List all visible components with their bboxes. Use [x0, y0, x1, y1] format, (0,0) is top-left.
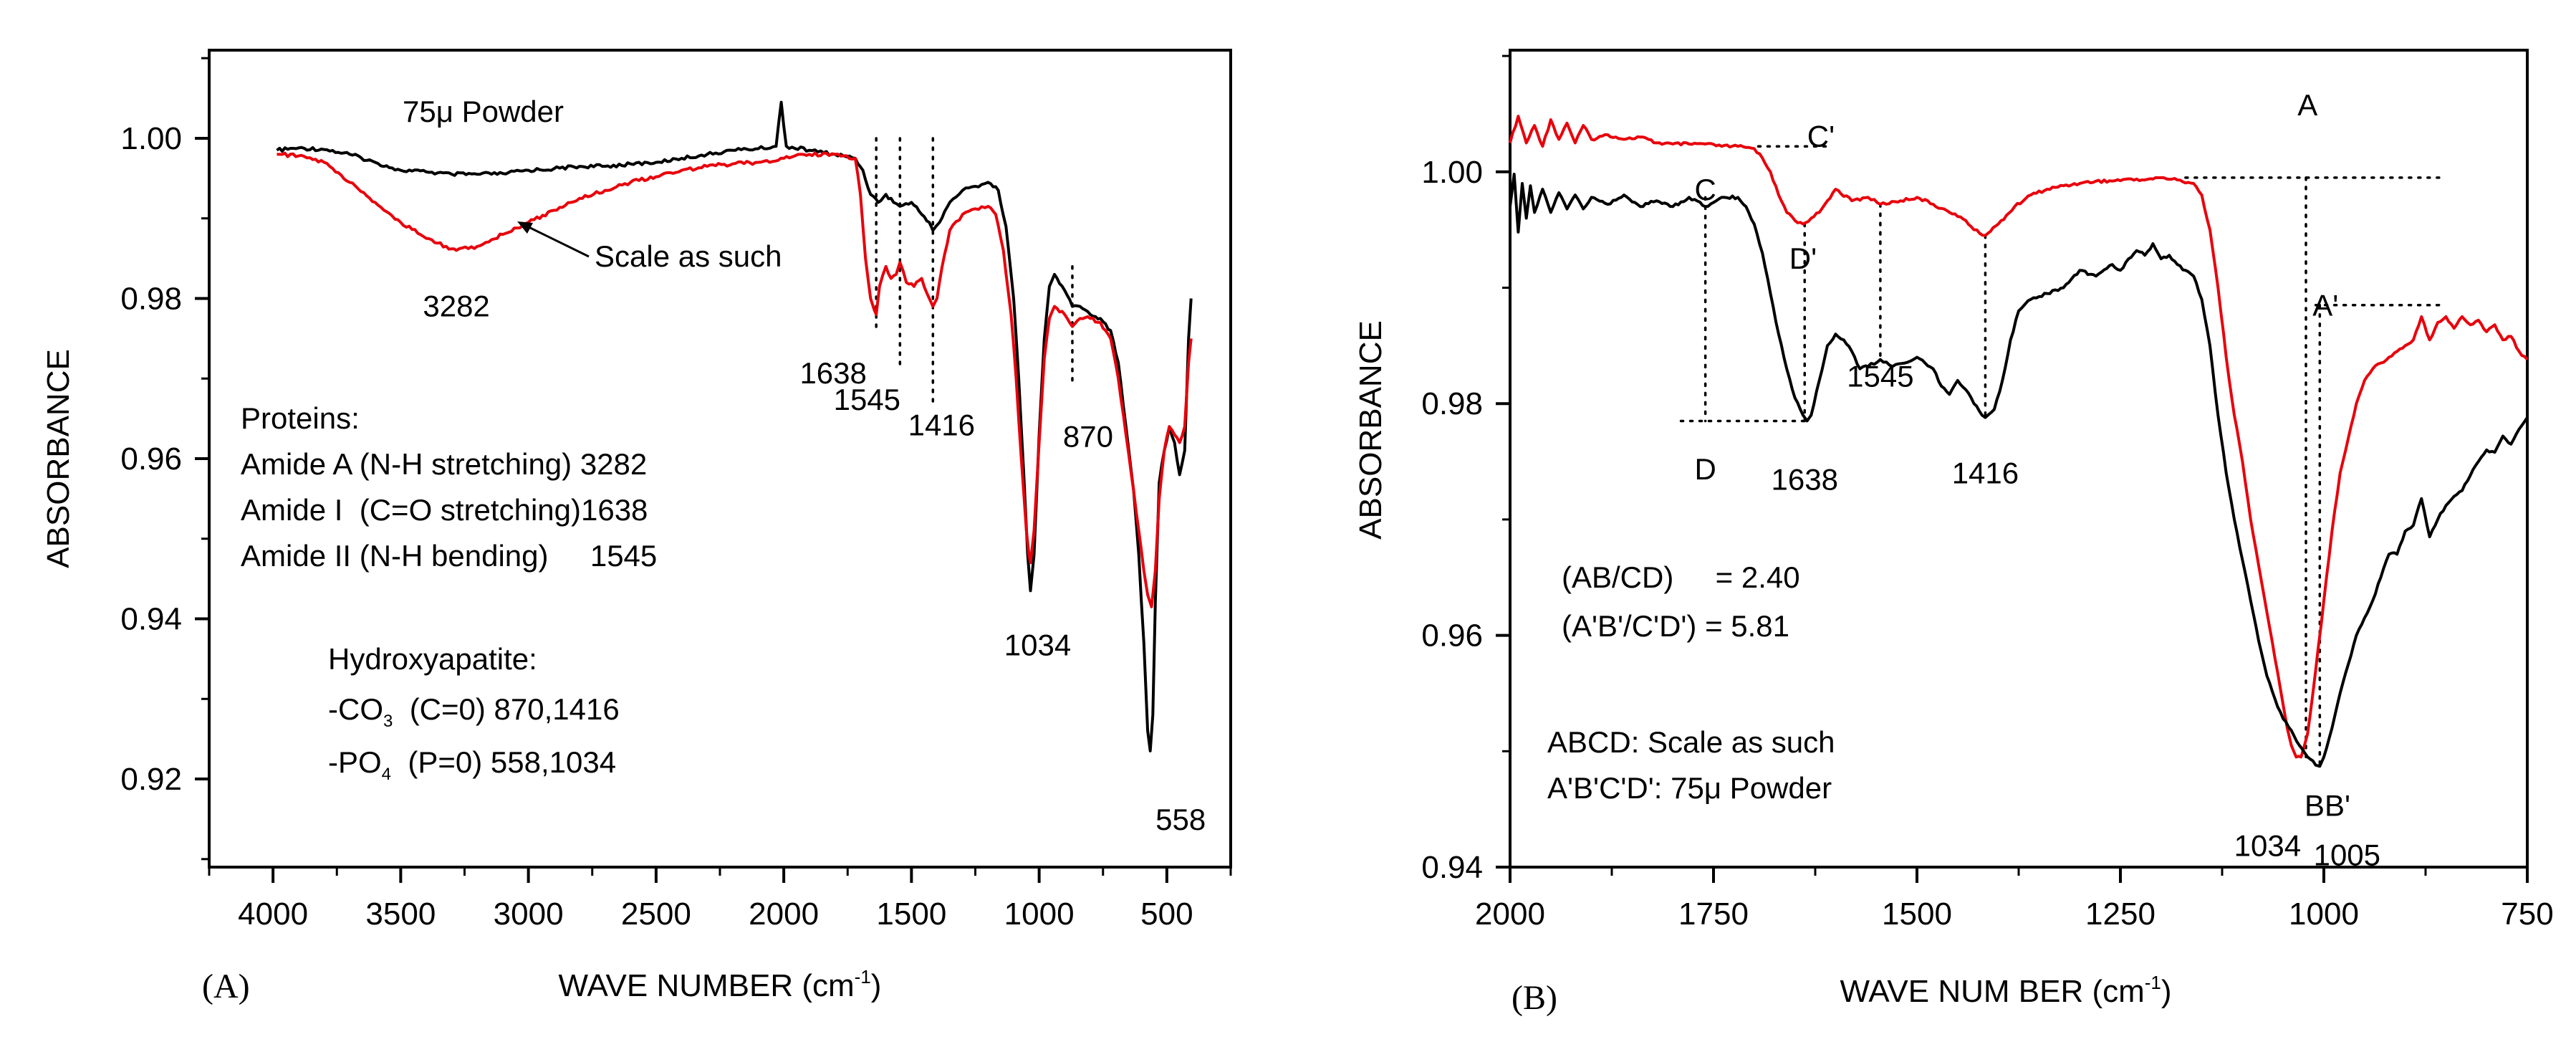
x-tick-label: 1500: [1882, 896, 1952, 932]
x-tick-label: 1500: [876, 896, 946, 932]
panel-a: 4000 3500 3000 2500 2000 1500 1000 500 0.92 0.94…: [41, 49, 1232, 1005]
point-labels-b: A C' C D' A' D BB': [1694, 88, 2350, 823]
y-tick-label: 0.96: [1421, 618, 1483, 654]
y-tick-label: 1.00: [120, 121, 182, 156]
proteins-title: Proteins:: [241, 401, 360, 435]
peak-label: 3282: [423, 289, 489, 322]
po4-label: -PO4 (P=0) 558,1034: [328, 745, 616, 784]
y-tick-label: 0.92: [120, 762, 182, 797]
scale-series-label: Scale as such: [595, 239, 782, 273]
x-ticks-b: 2000 1750 1500 1250 1000 750: [1475, 867, 2554, 932]
spectrum-line: [1509, 173, 2529, 768]
amide-i-label: Amide I (C=O stretching)1638: [241, 493, 648, 527]
x-tick-label: 2000: [749, 896, 819, 932]
co3-subscript: 3: [383, 712, 393, 731]
scale-label-arrowhead: [517, 221, 533, 234]
point-label: C': [1807, 120, 1835, 153]
guides-b: [1679, 145, 2448, 768]
y-tick-label: 0.94: [120, 602, 182, 637]
co3-prefix: -CO: [328, 692, 383, 726]
x-tick-label: 1000: [2289, 896, 2359, 932]
peak-label: 558: [1155, 803, 1206, 836]
spectra-a: [276, 100, 1193, 752]
y-tick-label: 1.00: [1421, 155, 1483, 190]
x-tick-label: 1750: [1678, 896, 1749, 932]
point-label: D: [1694, 452, 1716, 486]
legend-scale-label: ABCD: Scale as such: [1547, 725, 1835, 759]
peak-label: 1416: [908, 408, 975, 442]
spectrum-line: [276, 100, 1193, 752]
x-axis-label-a-text: WAVE NUMBER (cm: [559, 968, 855, 1003]
x-axis-label-b-text: WAVE NUM BER (cm: [1840, 974, 2144, 1009]
panel-b: 2000 1750 1500 1250 1000 750 0.94 0.96 0.98 1.00…: [1353, 49, 2554, 1017]
hydroxyapatite-title: Hydroxyapatite:: [328, 642, 537, 676]
spectra-b: [1509, 115, 2529, 768]
po4-prefix: -PO: [328, 745, 382, 779]
x-ticks-a: 4000 3500 3000 2500 2000 1500 1000 500: [208, 867, 1232, 932]
panel-label-a: (A): [202, 967, 250, 1005]
peak-label: 1416: [1952, 456, 2019, 490]
amide-a-label: Amide A (N-H stretching) 3282: [241, 447, 647, 481]
x-tick-label: 3500: [365, 896, 436, 932]
peak-label: 1638: [1772, 462, 1838, 496]
x-axis-label-a-sup: -1: [855, 966, 871, 988]
x-tick-label: 2000: [1475, 896, 1545, 932]
x-tick-label: 750: [2501, 896, 2553, 932]
scale-label-arrow: [521, 222, 590, 258]
x-tick-label: 3000: [494, 896, 564, 932]
x-tick-label: 1250: [2085, 896, 2156, 932]
point-label: BB': [2305, 788, 2350, 822]
spectrum-line: [1509, 115, 2529, 759]
peak-guides-a: [875, 137, 1074, 404]
x-axis-label-a: WAVE NUMBER (cm-1): [559, 966, 882, 1003]
peak-label: 1545: [834, 383, 900, 416]
ratio-apb-label: (A'B'/C'D') = 5.81: [1562, 609, 1789, 643]
peak-label: 1638: [799, 356, 866, 390]
point-label: C: [1694, 173, 1716, 206]
x-tick-label: 500: [1140, 896, 1193, 932]
point-label: A': [2312, 289, 2338, 322]
peak-label: 870: [1063, 420, 1113, 454]
point-label: D': [1789, 242, 1817, 275]
spectrum-line: [277, 151, 1193, 608]
point-label: A: [2297, 88, 2317, 122]
x-axis-label-b-sup: -1: [2145, 972, 2161, 993]
peak-label: 1034: [1004, 628, 1071, 661]
x-tick-label: 1000: [1004, 896, 1075, 932]
y-tick-label: 0.98: [120, 281, 182, 316]
x-tick-label: 2500: [621, 896, 691, 932]
y-tick-label: 0.94: [1421, 850, 1483, 885]
x-axis-label-a-close: ): [871, 968, 882, 1003]
po4-subscript: 4: [382, 765, 391, 784]
y-ticks-a: 0.92 0.94 0.96 0.98 1.00: [120, 57, 209, 861]
ratio-ab-label: (AB/CD) = 2.40: [1562, 560, 1800, 594]
legend-powder-label: A'B'C'D': 75μ Powder: [1547, 771, 1832, 805]
powder-series-label: 75μ Powder: [403, 95, 564, 128]
x-tick-label: 4000: [238, 896, 308, 932]
peak-label: 1034: [2234, 828, 2301, 862]
co3-label: -CO3 (C=0) 870,1416: [328, 692, 620, 731]
co3-rest: (C=0) 870,1416: [393, 692, 619, 726]
peak-labels-b: 1638 1545 1416 1034 1005: [1772, 360, 2381, 872]
peak-label: 1545: [1847, 360, 1913, 393]
x-axis-label-b-close: ): [2161, 974, 2172, 1009]
y-tick-label: 0.96: [120, 441, 182, 477]
po4-rest: (P=0) 558,1034: [391, 745, 616, 779]
y-axis-label-b: ABSORBANCE: [1353, 320, 1388, 540]
x-axis-label-b: WAVE NUM BER (cm-1): [1840, 972, 2171, 1009]
y-axis-label-a: ABSORBANCE: [41, 349, 76, 568]
y-tick-label: 0.98: [1421, 386, 1483, 421]
peak-label: 1005: [2314, 838, 2380, 871]
y-ticks-b: 0.94 0.96 0.98 1.00: [1421, 54, 1510, 885]
amide-ii-label: Amide II (N-H bending) 1545: [241, 539, 657, 573]
panel-label-b: (B): [1512, 979, 1557, 1017]
